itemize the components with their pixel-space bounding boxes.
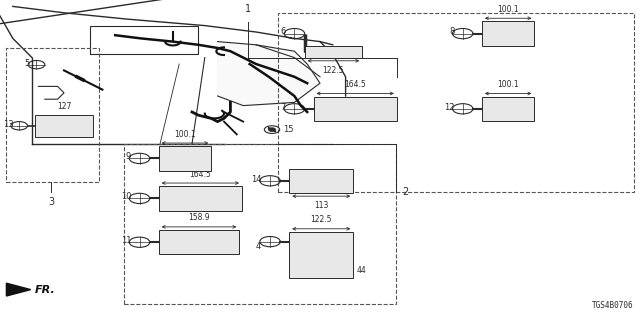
Text: 14: 14 <box>251 175 261 184</box>
Bar <box>124 144 396 304</box>
Text: TGS4B0706: TGS4B0706 <box>592 301 634 310</box>
Bar <box>35 115 93 137</box>
Bar <box>278 13 634 192</box>
Bar <box>314 97 397 121</box>
Text: 12: 12 <box>444 103 454 112</box>
Text: 122.5: 122.5 <box>323 66 344 75</box>
Text: 164.5: 164.5 <box>189 170 211 179</box>
Text: 8: 8 <box>449 28 454 36</box>
Text: 6: 6 <box>281 28 286 36</box>
Text: 158.9: 158.9 <box>188 213 210 222</box>
Text: 100.1: 100.1 <box>497 5 519 14</box>
Circle shape <box>269 128 275 131</box>
Text: 7: 7 <box>281 103 286 112</box>
Text: 100.1: 100.1 <box>174 130 196 139</box>
Bar <box>159 146 211 171</box>
Bar <box>159 186 242 211</box>
Bar <box>90 26 198 54</box>
Text: 100.1: 100.1 <box>497 80 519 89</box>
Bar <box>6 48 99 182</box>
Text: 10: 10 <box>121 192 131 201</box>
Bar <box>289 232 353 278</box>
Bar <box>482 97 534 121</box>
Bar <box>289 169 353 193</box>
Text: 9: 9 <box>126 152 131 161</box>
Text: 2: 2 <box>402 187 408 197</box>
Text: 5: 5 <box>24 60 29 68</box>
Text: 1: 1 <box>245 4 252 14</box>
Text: 127: 127 <box>57 102 71 111</box>
Text: 11: 11 <box>121 236 131 245</box>
Bar <box>482 21 534 46</box>
Polygon shape <box>6 283 31 296</box>
Text: 3: 3 <box>48 197 54 207</box>
Text: FR.: FR. <box>35 284 56 295</box>
Text: 113: 113 <box>314 201 328 210</box>
Bar <box>159 230 239 254</box>
Text: 122.5: 122.5 <box>310 215 332 224</box>
Polygon shape <box>218 42 320 106</box>
Bar <box>305 46 362 58</box>
Text: 13: 13 <box>3 120 14 129</box>
Text: 4: 4 <box>256 242 261 251</box>
Text: 15: 15 <box>283 125 293 134</box>
Text: 44: 44 <box>356 266 366 275</box>
Text: 164.5: 164.5 <box>344 80 366 89</box>
